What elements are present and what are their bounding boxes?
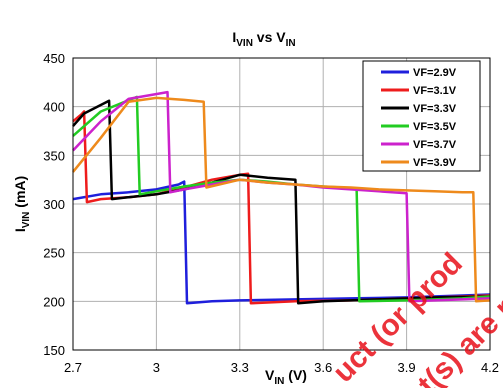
- y-tick-labels: 150 200 250 300 350 400 450: [43, 51, 65, 358]
- x-tick-labels: 2.7 3 3.3 3.6 3.9 4.2: [64, 360, 499, 375]
- legend-label: VF=3.3V: [413, 103, 457, 115]
- legend-label: VF=3.7V: [413, 139, 457, 151]
- series-line-2: [72, 99, 491, 305]
- y-tick-label: 200: [43, 294, 65, 309]
- y-tick-label: 150: [43, 343, 65, 358]
- y-tick-label: 250: [43, 246, 65, 261]
- chart-title: IVIN vs VIN: [232, 29, 295, 49]
- x-tick-label: 3.3: [231, 360, 249, 375]
- x-tick-label: 3: [153, 360, 160, 375]
- legend-label: VF=2.9V: [413, 67, 457, 79]
- y-tick-label: 350: [43, 148, 65, 163]
- x-tick-label: 2.7: [64, 360, 82, 375]
- legend-label: VF=3.1V: [413, 85, 457, 97]
- legend-label: VF=3.5V: [413, 121, 457, 133]
- legend: VF=2.9V VF=3.1V VF=3.3V VF=3.5V VF=3.7V VF=3.…: [362, 60, 481, 172]
- y-axis-title: IVIN (mA): [12, 176, 32, 232]
- y-tick-label: 450: [43, 51, 65, 66]
- series-line-5: [72, 96, 491, 303]
- legend-label: VF=3.9V: [413, 157, 457, 169]
- plot-frame: [72, 57, 491, 351]
- series-layer: [72, 90, 491, 305]
- y-tick-label: 400: [43, 100, 65, 115]
- x-tick-label: 3.9: [398, 360, 416, 375]
- y-tick-label: 300: [43, 197, 65, 212]
- legend-box: [362, 60, 481, 172]
- x-axis-title: VIN (V): [265, 367, 307, 387]
- x-tick-label: 4.2: [481, 360, 499, 375]
- x-tick-label: 3.6: [314, 360, 332, 375]
